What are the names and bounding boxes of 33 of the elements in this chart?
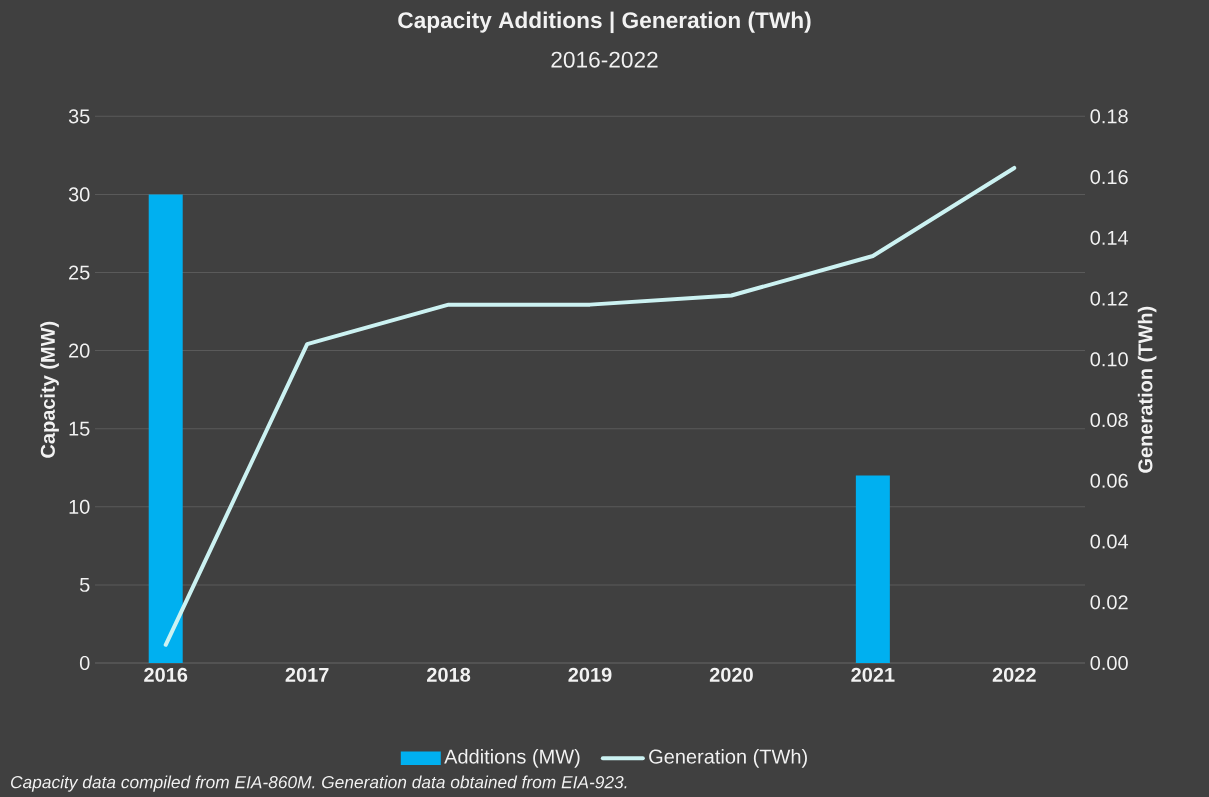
x-tick-label: 2017 xyxy=(285,667,329,682)
y2-tick-label: 0.18 xyxy=(1090,109,1128,124)
y2-tick-label: 0.06 xyxy=(1090,473,1128,488)
chart-title: Capacity Additions | Generation (TWh) xyxy=(398,11,811,34)
y2-tick-label: 0.10 xyxy=(1090,352,1128,367)
y-tick-label: 25 xyxy=(69,265,90,280)
y-tick-label: 30 xyxy=(68,187,90,202)
y-axis-title: Capacity (MW) xyxy=(40,321,59,458)
y2-tick-label: 0.14 xyxy=(1090,230,1129,245)
x-tick-label: 2019 xyxy=(568,667,612,682)
y2-tick-label: 0.16 xyxy=(1090,169,1128,185)
y2-tick-label: 0.02 xyxy=(1090,595,1128,610)
x-tick-label: 2018 xyxy=(427,667,471,682)
y2-axis-title: Generation (TWh) xyxy=(1137,306,1157,473)
x-tick-label: 2020 xyxy=(709,667,753,682)
y-tick-label: 20 xyxy=(69,343,90,358)
text: Capacity data compiled from EIA-860M. Generation data obtained from EIA-923. xyxy=(11,775,627,792)
y-tick-label: 15 xyxy=(69,421,90,436)
y2-tick-label: 0.12 xyxy=(1090,291,1128,306)
y-tick-label: 5 xyxy=(79,577,90,592)
line-series xyxy=(163,165,1017,647)
y-tick-label: 10 xyxy=(69,499,90,514)
legend-label: Generation (TWh) xyxy=(649,749,807,768)
x-tick-label: 2022 xyxy=(992,667,1036,682)
y2-tick-label: 0.08 xyxy=(1090,412,1128,428)
y-tick-label: 35 xyxy=(68,109,90,124)
x-tick-label: 2016 xyxy=(144,667,188,682)
y-tick-label: 0 xyxy=(79,655,90,671)
chart-subtitle: 2016-2022 xyxy=(551,51,658,68)
y2-tick-label: 0.00 xyxy=(1090,655,1128,671)
y2-tick-label: 0.04 xyxy=(1090,534,1129,549)
legend-label: Additions (MW) xyxy=(444,749,580,768)
x-tick-label: 2021 xyxy=(851,667,895,682)
